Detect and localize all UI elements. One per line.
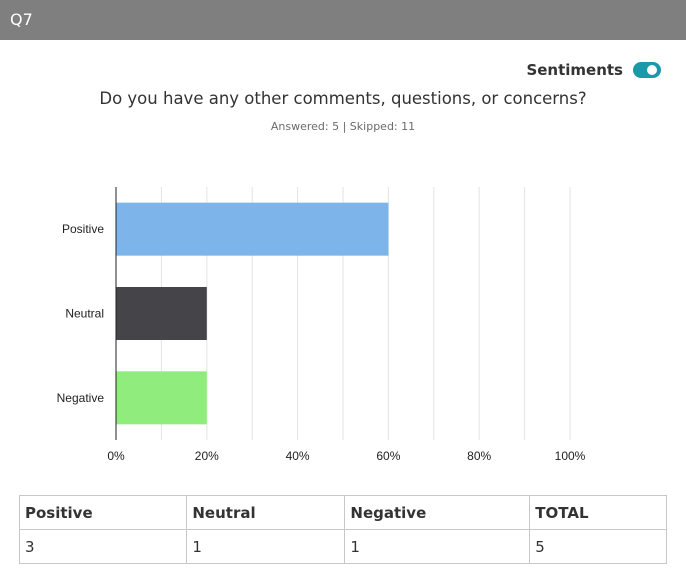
summary-value-negative: 1 bbox=[344, 529, 531, 564]
answer-stats: Answered: 5 | Skipped: 11 bbox=[270, 120, 416, 133]
x-tick-label: 60% bbox=[376, 449, 400, 463]
x-tick-label: 0% bbox=[107, 449, 125, 463]
summary-value-total: 5 bbox=[529, 529, 667, 564]
summary-table: Positive Neutral Negative TOTAL 3 1 1 5 bbox=[18, 495, 667, 564]
summary-header-neutral: Neutral bbox=[186, 495, 346, 530]
category-label: Negative bbox=[57, 391, 105, 405]
toggle-knob bbox=[647, 65, 657, 75]
summary-header-total: TOTAL bbox=[529, 495, 667, 530]
bar-neutral bbox=[116, 287, 207, 340]
x-tick-label: 20% bbox=[195, 449, 219, 463]
summary-header-row: Positive Neutral Negative TOTAL bbox=[18, 495, 667, 530]
bar-negative bbox=[116, 371, 207, 425]
x-tick-label: 40% bbox=[286, 449, 310, 463]
sentiment-toggle-label: Sentiments bbox=[526, 61, 623, 79]
category-label: Neutral bbox=[65, 307, 104, 321]
question-text: Do you have any other comments, question… bbox=[99, 89, 587, 108]
question-id: Q7 bbox=[10, 10, 33, 29]
sentiment-toggle-group: Sentiments bbox=[526, 61, 661, 79]
summary-value-neutral: 1 bbox=[186, 529, 346, 564]
summary-header-negative: Negative bbox=[344, 495, 531, 530]
question-header-bar: Q7 bbox=[0, 0, 686, 40]
summary-header-positive: Positive bbox=[18, 495, 188, 530]
bar-positive bbox=[116, 202, 389, 256]
sentiment-toggle[interactable] bbox=[633, 62, 661, 78]
category-label: Positive bbox=[62, 222, 104, 236]
summary-value-positive: 3 bbox=[18, 529, 188, 564]
x-tick-label: 80% bbox=[467, 449, 491, 463]
x-tick-label: 100% bbox=[555, 449, 586, 463]
sentiment-bar-chart: Positive Neutral Negative 0% 20% 40% 60% 80% 100… bbox=[57, 187, 586, 463]
summary-value-row: 3 1 1 5 bbox=[18, 529, 667, 564]
